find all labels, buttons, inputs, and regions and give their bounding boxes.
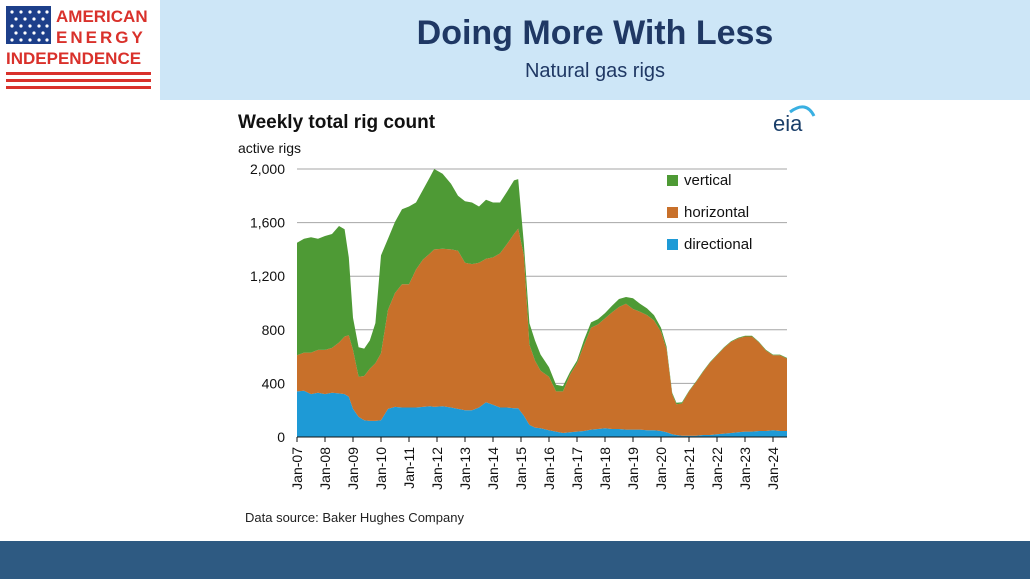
legend: vertical horizontal directional: [667, 172, 752, 253]
logo-text-independence: INDEPENDENCE: [6, 49, 141, 68]
page-title: Doing More With Less: [416, 14, 774, 52]
y-tick-label: 2,000: [250, 161, 285, 177]
rig-count-chart: Weekly total rig count active rigs eia 0…: [238, 105, 816, 525]
y-tick-label: 400: [262, 375, 286, 391]
page-subtitle: Natural gas rigs: [524, 60, 666, 82]
x-tick-label: Jan-22: [709, 447, 725, 490]
y-axis-label: active rigs: [238, 140, 301, 156]
eia-logo: eia: [773, 111, 803, 136]
x-tick-label: Jan-07: [289, 447, 305, 490]
y-tick-label: 1,200: [250, 268, 285, 284]
x-tick-label: Jan-16: [541, 447, 557, 490]
x-tick-label: Jan-18: [597, 447, 613, 490]
x-tick-label: Jan-14: [485, 447, 501, 490]
x-tick-label: Jan-19: [625, 447, 641, 490]
legend-swatch-horizontal: [667, 207, 678, 218]
axes: Jan-07 Jan-08 Jan-09 Jan-10 Jan-11 Jan-12 Jan-…: [289, 436, 787, 490]
x-tick-label: Jan-08: [317, 447, 333, 490]
legend-swatch-vertical: [667, 175, 678, 186]
y-tick-label: 1,600: [250, 215, 285, 231]
footer-band: [0, 541, 1030, 579]
area-series: [297, 169, 787, 437]
x-tick-label: Jan-23: [737, 447, 753, 490]
area-vertical: [297, 169, 787, 405]
x-tick-label: Jan-09: [345, 447, 361, 490]
logo-flag-stars: [10, 10, 49, 42]
chart-title: Weekly total rig count: [238, 112, 436, 133]
x-tick-label: Jan-20: [653, 447, 669, 490]
y-tick-label: 800: [262, 322, 286, 338]
x-tick-label: Jan-10: [373, 447, 389, 490]
logo-stripes: [6, 72, 151, 89]
logo-text-energy: ENERGY: [56, 28, 146, 47]
x-tick-label: Jan-11: [401, 447, 417, 489]
x-tick-label: Jan-24: [765, 447, 781, 490]
eia-logo-swoosh: [789, 105, 816, 117]
x-tick-label: Jan-13: [457, 447, 473, 490]
american-energy-independence-logo: AMERICAN ENERGY INDEPENDENCE: [6, 6, 151, 89]
data-source: Data source: Baker Hughes Company: [245, 510, 464, 525]
area-horizontal: [297, 228, 787, 436]
legend-label-vertical: vertical: [684, 172, 732, 189]
area-directional: [297, 390, 787, 437]
legend-swatch-directional: [667, 239, 678, 250]
header-band: [160, 0, 1030, 100]
logo-text-american: AMERICAN: [56, 7, 148, 26]
x-tick-label: Jan-17: [569, 447, 585, 490]
legend-label-directional: directional: [684, 236, 752, 253]
legend-label-horizontal: horizontal: [684, 204, 749, 221]
y-tick-label: 0: [277, 429, 285, 445]
x-tick-label: Jan-21: [681, 447, 697, 490]
x-tick-label: Jan-12: [429, 447, 445, 490]
x-tick-label: Jan-15: [513, 447, 529, 490]
